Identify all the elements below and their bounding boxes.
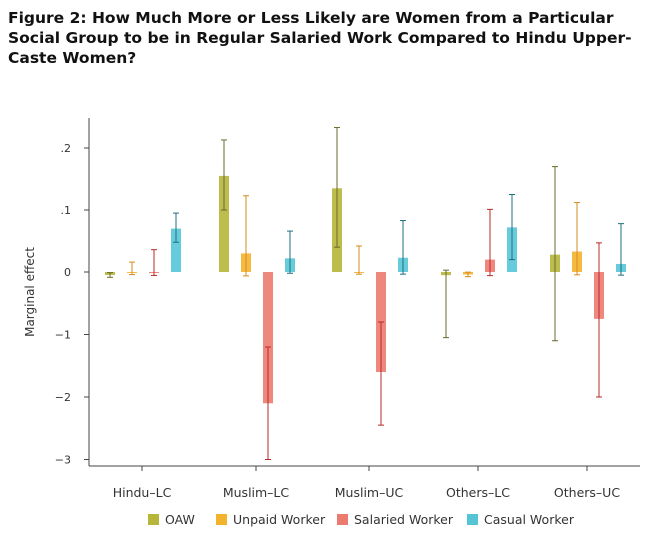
x-tick-label: Hindu–LC xyxy=(113,485,172,500)
x-tick-label: Others–LC xyxy=(446,485,510,500)
chart-axes xyxy=(84,118,640,471)
y-tick-label: −3 xyxy=(55,454,71,467)
bar xyxy=(171,228,181,272)
bar xyxy=(219,175,229,272)
chart-legend: OAW Unpaid Worker Salaried Worker Casual Wo… xyxy=(148,512,575,527)
y-axis-title: Marginal effect xyxy=(23,247,37,337)
legend-swatch xyxy=(148,514,159,525)
chart-error-bars xyxy=(107,127,624,460)
y-tick-label: −2 xyxy=(55,391,71,404)
chart-labels: .2 .1 0 −1 −2 −3 Marginal effect Hindu–LC Muslim… xyxy=(23,142,620,500)
legend-label: Unpaid Worker xyxy=(233,512,326,527)
legend-label: Casual Worker xyxy=(484,512,575,527)
bar xyxy=(263,272,273,404)
x-tick-label: Muslim–UC xyxy=(335,485,404,500)
x-tick-label: Muslim–LC xyxy=(223,485,290,500)
legend-label: Salaried Worker xyxy=(354,512,454,527)
legend-swatch xyxy=(337,514,348,525)
y-tick-label: 0 xyxy=(64,266,71,279)
chart-bars xyxy=(105,175,626,404)
legend-swatch xyxy=(467,514,478,525)
legend-swatch xyxy=(216,514,227,525)
y-tick-label: .1 xyxy=(61,204,72,217)
y-tick-label: −1 xyxy=(55,329,71,342)
y-tick-label: .2 xyxy=(61,142,72,155)
figure-title: Figure 2: How Much More or Less Likely a… xyxy=(8,9,632,67)
legend-label: OAW xyxy=(165,512,195,527)
x-tick-label: Others–UC xyxy=(554,485,620,500)
